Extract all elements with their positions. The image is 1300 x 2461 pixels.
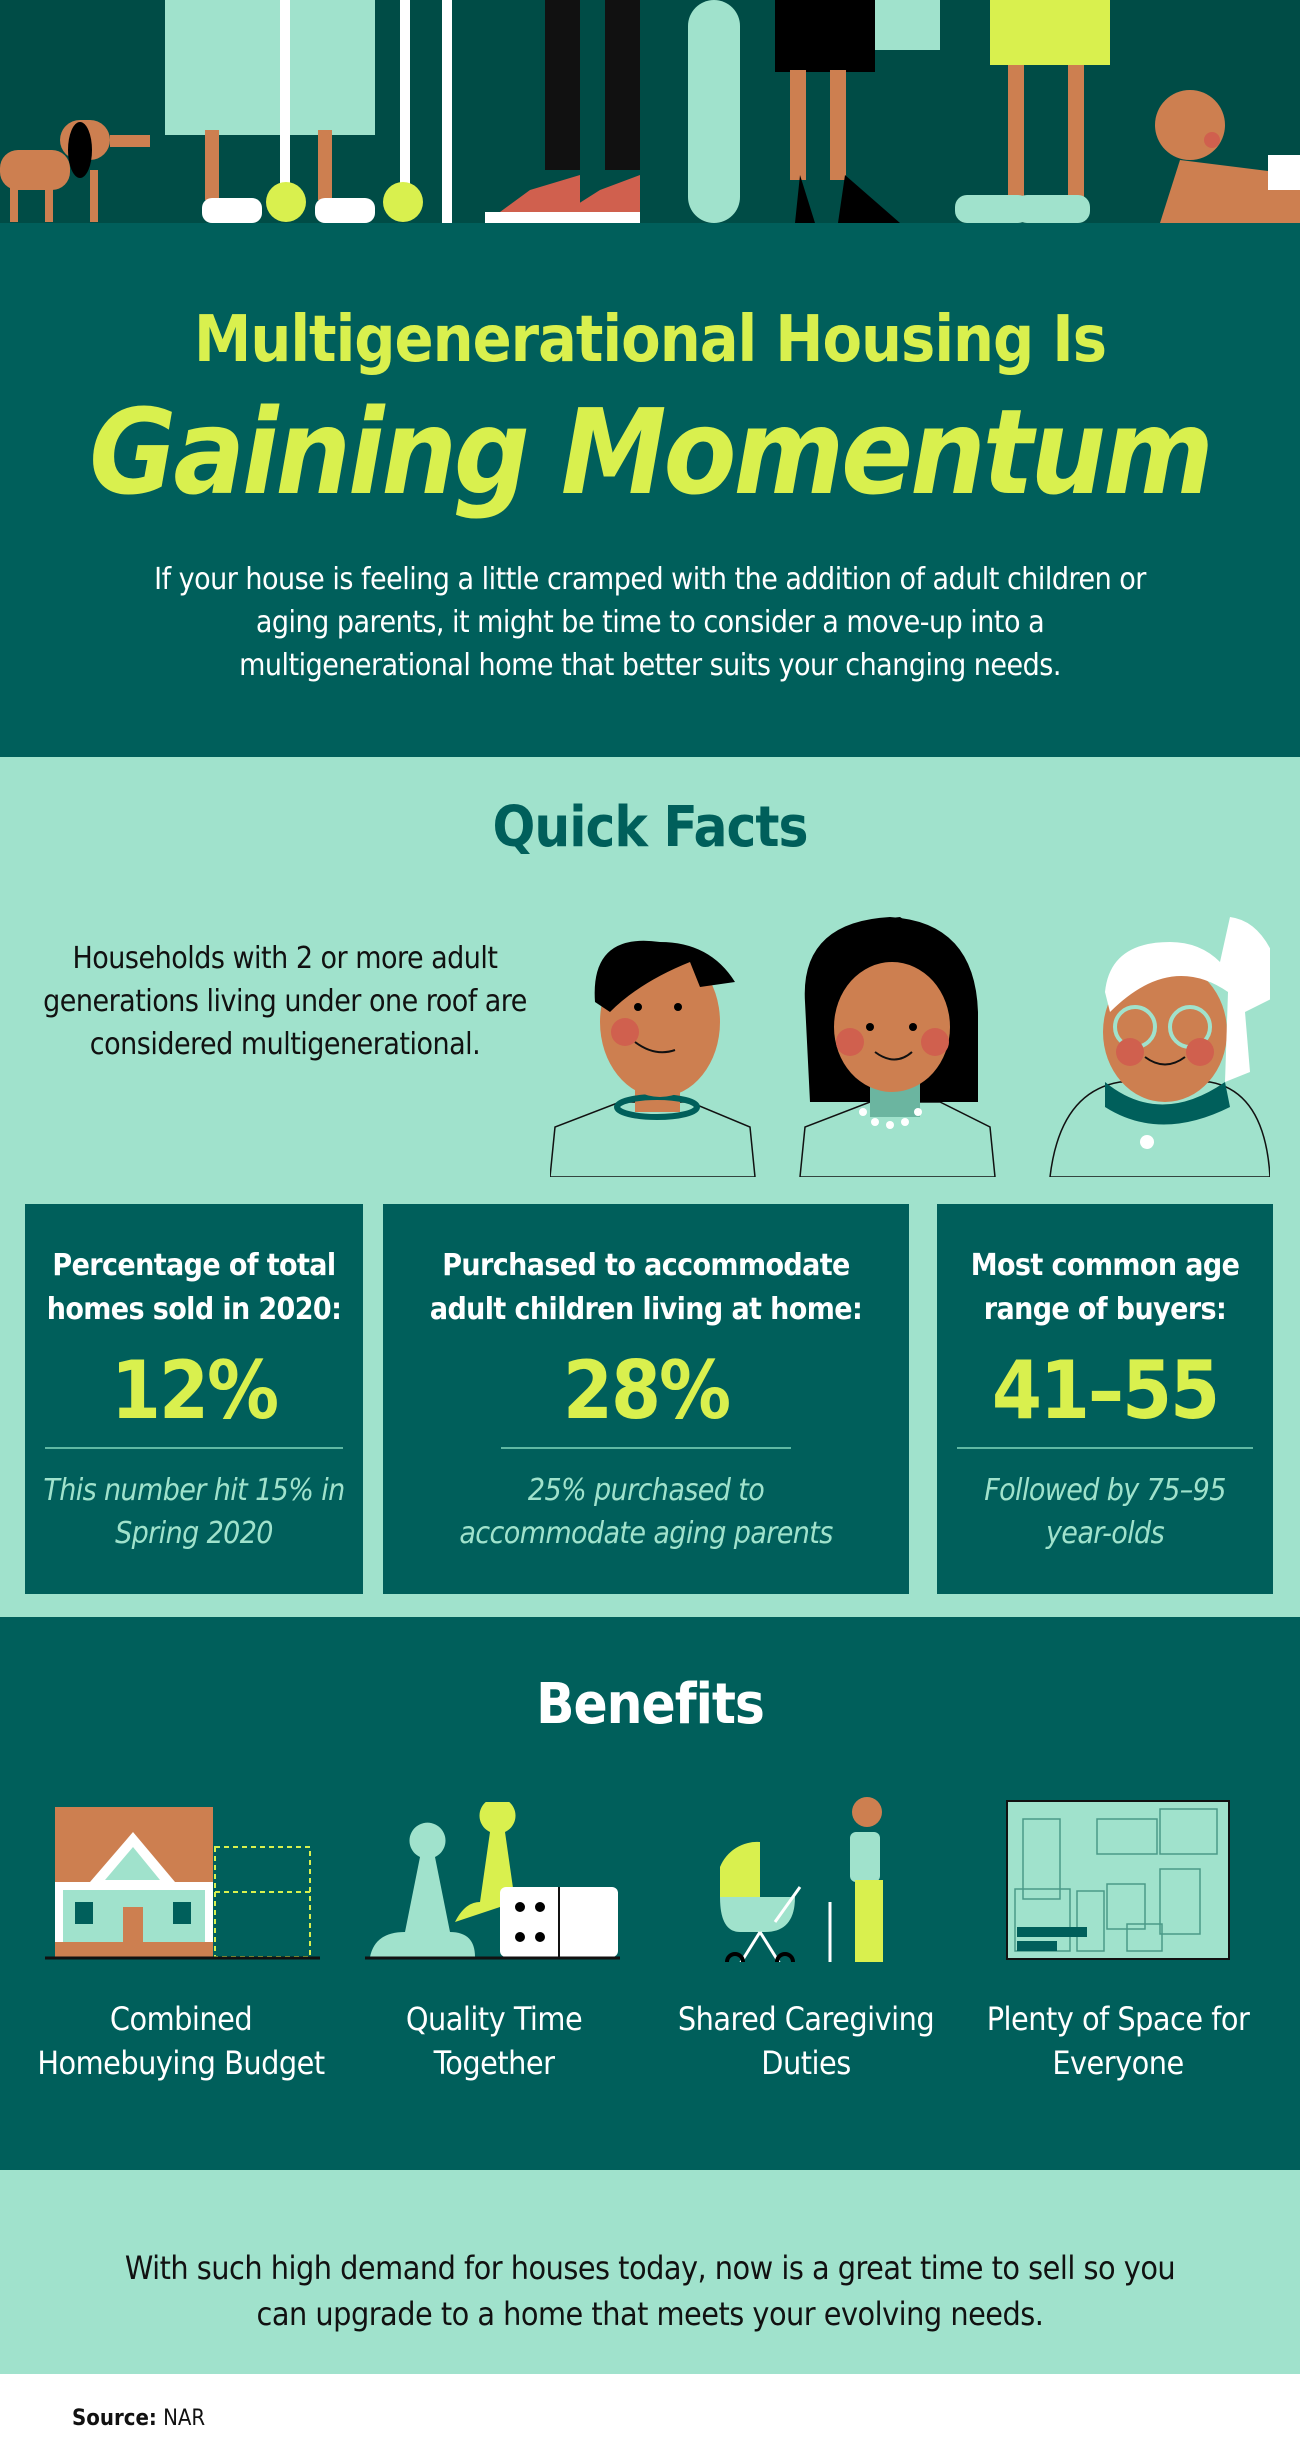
three-generations-faces-illustration xyxy=(550,917,1270,1177)
fact-card-adult-children: Purchased to accommodate adult children … xyxy=(383,1204,909,1594)
intro-section: Multigenerational Housing Is Gaining Mom… xyxy=(0,223,1300,757)
benefits-section: Benefits Combined Homeb xyxy=(0,1617,1300,2170)
closing-section: With such high demand for houses today, … xyxy=(0,2170,1300,2374)
benefit-quality-time: Quality Time Together xyxy=(405,2000,583,2082)
father-legs xyxy=(955,0,1110,223)
fact-card-title: Most common age range of buyers: xyxy=(970,1248,1240,1327)
fact-card-note: 25% purchased to accommodate aging paren… xyxy=(459,1473,833,1551)
family-legs-illustration xyxy=(0,0,1300,223)
divider xyxy=(957,1447,1253,1449)
title-line-2: Gaining Momentum xyxy=(89,383,1213,521)
mother-face xyxy=(799,917,996,1177)
footer: Source: NAR xyxy=(0,2374,1300,2461)
teen-legs xyxy=(485,0,640,223)
floor-plan-icon xyxy=(1006,1800,1230,1960)
dog-illustration xyxy=(0,120,150,222)
board-game-icon xyxy=(365,1802,620,1960)
source-label: Source: xyxy=(72,2406,157,2431)
benefits-title: Benefits xyxy=(536,1672,765,1737)
definition-text: Households with 2 or more adult generati… xyxy=(43,941,527,1062)
fact-card-note: This number hit 15% in Spring 2020 xyxy=(43,1473,345,1551)
title-line-1: Multigenerational Housing Is xyxy=(194,303,1107,377)
fact-card-title: Purchased to accommodate adult children … xyxy=(429,1248,863,1327)
stroller-grandparent-icon xyxy=(720,1797,883,1962)
skateboard xyxy=(688,0,740,223)
fact-card-value: 12% xyxy=(110,1344,279,1437)
benefit-plenty-of-space: Plenty of Space for Everyone xyxy=(986,2000,1250,2082)
closing-text: With such high demand for houses today, … xyxy=(124,2249,1176,2333)
fact-card-age-range: Most common age range of buyers: 41–55 F… xyxy=(937,1204,1273,1594)
quick-facts-section: Quick Facts Households with 2 or more ad… xyxy=(0,757,1300,1617)
fact-card-title: Percentage of total homes sold in 2020: xyxy=(46,1248,342,1327)
intro-paragraph: If your house is feeling a little crampe… xyxy=(154,562,1146,683)
source-value: NAR xyxy=(163,2406,206,2431)
fact-card-note: Followed by 75–95 year-olds xyxy=(984,1473,1226,1551)
baby-illustration xyxy=(1155,90,1300,223)
young-man-face xyxy=(550,940,756,1177)
fact-card-homes-sold: Percentage of total homes sold in 2020: … xyxy=(25,1204,363,1594)
grandmother-legs xyxy=(165,0,452,223)
mother-legs xyxy=(775,0,940,223)
source-citation: Source: NAR xyxy=(72,2406,205,2431)
benefit-shared-caregiving: Shared Caregiving Duties xyxy=(677,2000,935,2082)
grandmother-face xyxy=(1049,917,1270,1177)
quick-facts-title: Quick Facts xyxy=(492,795,809,860)
divider xyxy=(45,1447,343,1449)
divider xyxy=(501,1447,791,1449)
house-icon xyxy=(45,1807,320,1960)
hero-illustration xyxy=(0,0,1300,223)
benefit-combined-budget: Combined Homebuying Budget xyxy=(37,2000,325,2082)
fact-card-value: 28% xyxy=(562,1344,731,1437)
fact-card-value: 41–55 xyxy=(991,1344,1220,1437)
